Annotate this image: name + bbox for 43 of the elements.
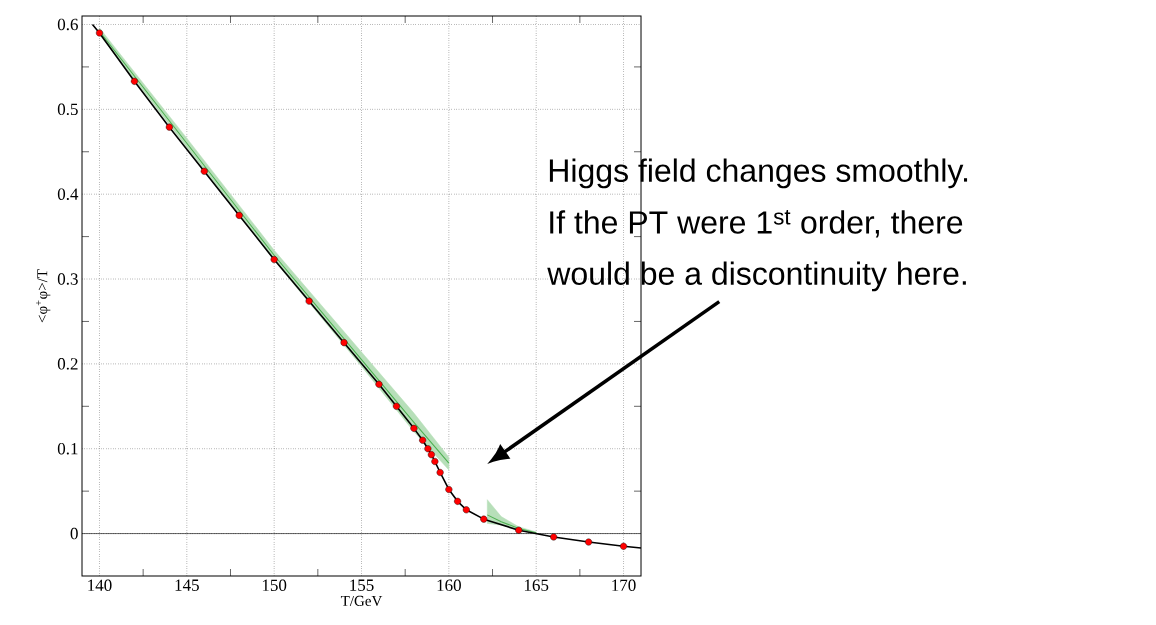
y-tick-label: 0.2 xyxy=(57,358,78,370)
point xyxy=(410,424,418,432)
x-axis-title: T/GeV xyxy=(340,595,383,607)
point xyxy=(620,542,628,550)
point xyxy=(550,533,558,541)
y-tick-label: 0.5 xyxy=(57,103,78,116)
y-tick-label: 0.4 xyxy=(57,188,79,200)
point xyxy=(200,167,208,175)
point xyxy=(95,29,103,37)
y-tick-label: 0.6 xyxy=(57,18,78,31)
x-tick-label: 140 xyxy=(88,579,112,592)
y-tick-label: 0.3 xyxy=(57,273,78,285)
point xyxy=(305,297,313,305)
point xyxy=(427,451,435,459)
point xyxy=(454,497,462,505)
x-tick-label: 150 xyxy=(262,579,287,592)
annotation: If the PT were 1$^{st}$ order, there xyxy=(550,209,963,238)
x-tick-label: 160 xyxy=(437,579,461,592)
x-tick-label: 145 xyxy=(175,579,199,591)
point xyxy=(165,123,173,131)
y-tick-label: 0 xyxy=(70,527,78,540)
x-tick-label: 165 xyxy=(524,579,549,591)
point xyxy=(462,506,470,514)
point xyxy=(270,256,278,264)
point xyxy=(340,339,348,347)
point xyxy=(375,380,383,388)
point xyxy=(436,468,444,476)
x-tick-label: 170 xyxy=(612,579,636,592)
point xyxy=(424,445,432,453)
point xyxy=(480,515,488,523)
point xyxy=(585,538,593,546)
point xyxy=(235,211,243,219)
y-tick-label: 0.1 xyxy=(57,442,78,455)
x-tick-label: 155 xyxy=(350,579,374,591)
point xyxy=(392,402,400,410)
y-axis-title: <φ$^{+}$φ>/T xyxy=(36,269,51,323)
point xyxy=(130,77,138,85)
point xyxy=(515,526,523,534)
point xyxy=(419,436,427,444)
annotation: would be a discontinuity here. xyxy=(547,261,966,292)
point xyxy=(431,457,439,465)
point xyxy=(445,485,453,493)
annotation: Higgs field changes smoothly. xyxy=(549,158,968,189)
